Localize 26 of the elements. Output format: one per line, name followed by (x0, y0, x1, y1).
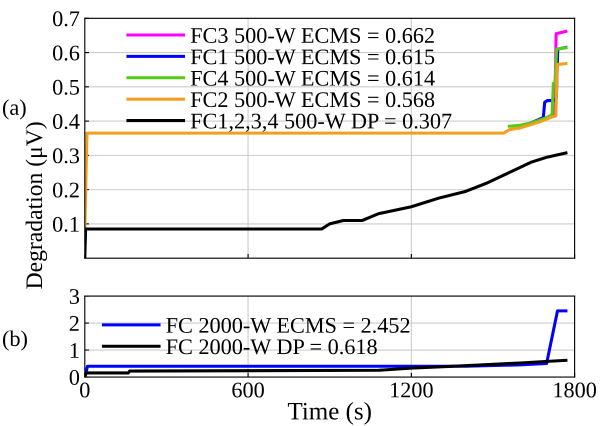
y-tick-label: 3 (70, 289, 80, 304)
y-tick-label: 0.1 (53, 216, 79, 232)
text: (b) (2, 330, 27, 351)
text: (a) (2, 99, 26, 120)
y-tick-label: 0.2 (53, 182, 79, 198)
y-tick-label: 2 (70, 316, 79, 331)
legend-label: FC 2000-W DP = 0.618 (166, 339, 377, 354)
y-tick-label: 0.4 (53, 114, 80, 130)
x-tick-label: 600 (232, 382, 264, 398)
y-tick-label: 0 (70, 370, 80, 385)
y-tick-label: 1 (70, 343, 79, 358)
legend-label: FC1,2,3,4 500-W DP = 0.307 (190, 114, 452, 132)
y-tick-label: 0.6 (53, 46, 80, 61)
legend-label: FC2 500-W ECMS = 0.568 (190, 92, 434, 108)
legend-label: FC3 500-W ECMS = 0.662 (190, 28, 434, 44)
legend-label: FC 2000-W ECMS = 2.452 (166, 318, 410, 333)
y-tick-label: 0.3 (53, 148, 80, 164)
x-tick-label: 1800 (554, 382, 596, 398)
y-tick-label: 0.5 (53, 80, 80, 95)
legend-label: FC4 500-W ECMS = 0.614 (190, 70, 435, 86)
x-axis-title: Time (s) (288, 402, 371, 425)
legend-label: FC1 500-W ECMS = 0.615 (190, 49, 434, 64)
y-axis-title: Degradation (μV) (26, 122, 48, 289)
x-tick-label: 1200 (391, 382, 433, 398)
y-tick-label: 0.7 (53, 11, 80, 26)
x-tick-label: 0 (80, 382, 90, 398)
